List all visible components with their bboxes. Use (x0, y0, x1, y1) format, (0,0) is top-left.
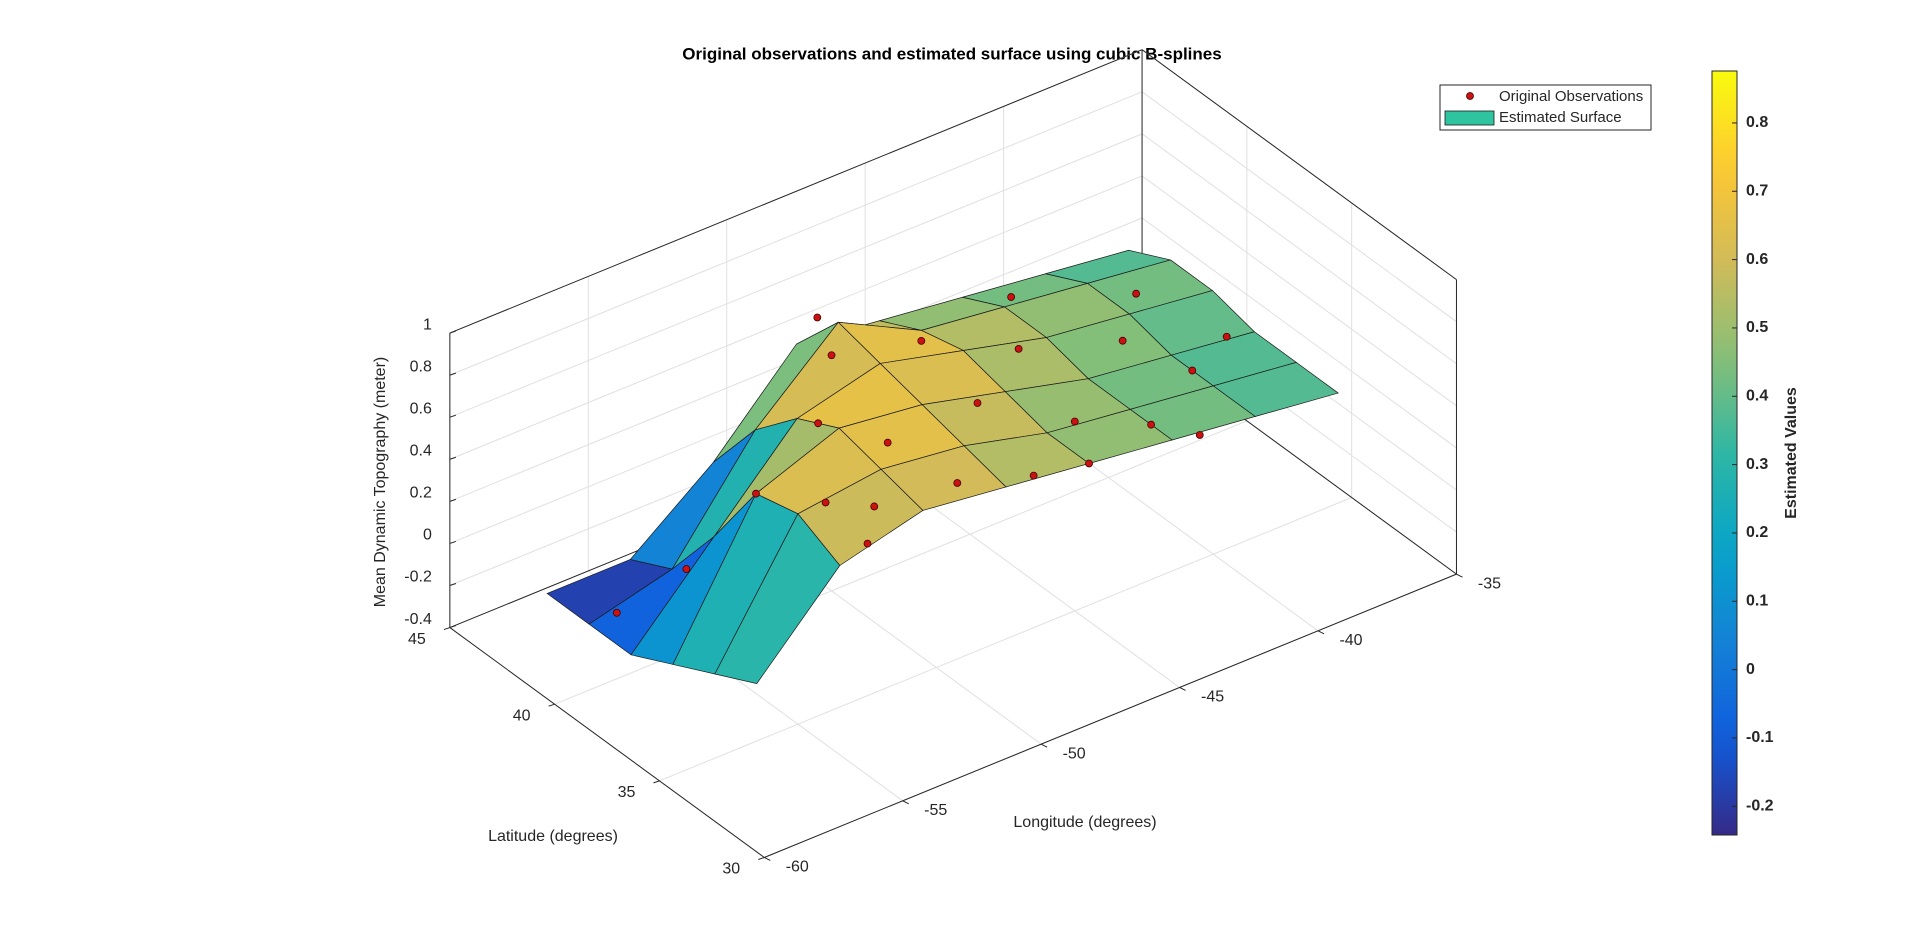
observation-point (1147, 420, 1156, 429)
colorbar-tick-label: -0.2 (1746, 798, 1774, 815)
x-tick (1317, 630, 1325, 635)
x-tick-label: -55 (924, 802, 947, 819)
observation-point (953, 479, 962, 487)
observation-point (1132, 289, 1141, 298)
grid-line (449, 91, 1143, 376)
y-tick (548, 703, 555, 707)
chart-title: Original observations and estimated surf… (682, 44, 1221, 63)
observation-point (863, 539, 872, 548)
y-tick-label: 40 (513, 707, 531, 724)
colorbar-tick-label: 0.5 (1746, 319, 1768, 336)
z-tick (449, 372, 457, 376)
observation-point (1029, 471, 1038, 480)
colorbar-tick-label: 0.6 (1746, 251, 1768, 268)
x-tick-label: -40 (1339, 632, 1362, 649)
y-tick-label: 30 (722, 861, 740, 878)
z-tick-label: 0 (423, 527, 432, 544)
observation-point (1188, 366, 1197, 375)
z-tick-label: 0.6 (410, 400, 432, 417)
colorbar-tick-label: 0.1 (1746, 593, 1768, 610)
y-tick (758, 857, 765, 860)
grid-line (659, 497, 1352, 782)
legend-label: Original Observations (1499, 88, 1643, 105)
axis-line (449, 627, 765, 858)
observation-point (827, 351, 836, 360)
x-tick (902, 800, 909, 805)
grid-line (1141, 217, 1457, 449)
observation-point (883, 438, 892, 447)
observation-point (917, 336, 926, 345)
observation-point (1070, 417, 1079, 426)
observation-point (813, 313, 822, 322)
observation-point (752, 489, 760, 498)
y-tick-label: 35 (618, 784, 636, 801)
axis-line (1141, 49, 1457, 281)
z-tick (449, 414, 457, 418)
observation-point (1014, 344, 1023, 353)
observation-point (1222, 332, 1231, 341)
legend-label: Estimated Surface (1499, 109, 1622, 126)
grid-line (1141, 175, 1457, 407)
observation-point (821, 498, 830, 507)
colorbar-tick-label: -0.1 (1746, 729, 1774, 746)
grid-line (449, 133, 1143, 418)
y-axis-label: Latitude (degrees) (488, 828, 618, 845)
x-tick (764, 857, 771, 861)
colorbar-tick-label: 0.4 (1746, 387, 1768, 404)
y-tick (653, 780, 660, 784)
colorbar-tick-label: 0.3 (1746, 456, 1768, 473)
legend-marker (1466, 92, 1474, 100)
z-axis-label: Mean Dynamic Topography (meter) (372, 357, 389, 607)
observation-point (1195, 431, 1204, 439)
y-tick (443, 627, 451, 631)
z-tick-label: 0.8 (410, 358, 432, 375)
grid-line (1141, 133, 1457, 365)
z-tick-label: 0.4 (410, 442, 432, 459)
z-tick (449, 583, 457, 586)
z-tick (449, 498, 457, 502)
z-tick-label: 1 (423, 316, 432, 333)
z-tick (449, 540, 457, 544)
z-tick-label: -0.4 (404, 611, 432, 628)
x-tick-label: -35 (1478, 575, 1501, 592)
z-tick (449, 456, 457, 460)
surface-patch (714, 513, 841, 685)
axis-line (764, 573, 1457, 858)
x-tick (1456, 573, 1463, 578)
observation-point (1085, 459, 1093, 468)
colorbar-tick-label: 0.2 (1746, 524, 1768, 541)
x-tick-label: -60 (786, 859, 809, 876)
x-tick (1040, 743, 1048, 748)
z-tick (449, 625, 457, 629)
x-tick-label: -45 (1201, 689, 1224, 706)
colorbar (1711, 70, 1738, 836)
z-tick (449, 330, 457, 334)
colorbar-tick-label: 0 (1746, 661, 1755, 678)
x-tick-label: -50 (1063, 745, 1086, 762)
observation-point (682, 565, 691, 573)
observation-point (973, 399, 982, 407)
legend-patch (1444, 110, 1495, 126)
z-tick-label: 0.2 (410, 485, 432, 502)
grid-line (1141, 91, 1457, 323)
observation-point (1007, 293, 1016, 301)
grid-line (449, 175, 1143, 460)
z-tick-label: -0.2 (404, 569, 432, 586)
observation-point (1118, 336, 1127, 345)
colorbar-label: Estimated Values (1783, 387, 1800, 519)
x-axis-label: Longitude (degrees) (1013, 814, 1156, 831)
observation-point (814, 419, 822, 428)
observation-point (612, 608, 621, 617)
axis-line (449, 49, 1143, 334)
colorbar-tick-label: 0.7 (1746, 182, 1768, 199)
x-tick (1179, 687, 1186, 691)
observation-point (870, 502, 879, 511)
colorbar-tick-label: 0.8 (1746, 114, 1768, 131)
y-tick-label: 45 (408, 631, 426, 648)
